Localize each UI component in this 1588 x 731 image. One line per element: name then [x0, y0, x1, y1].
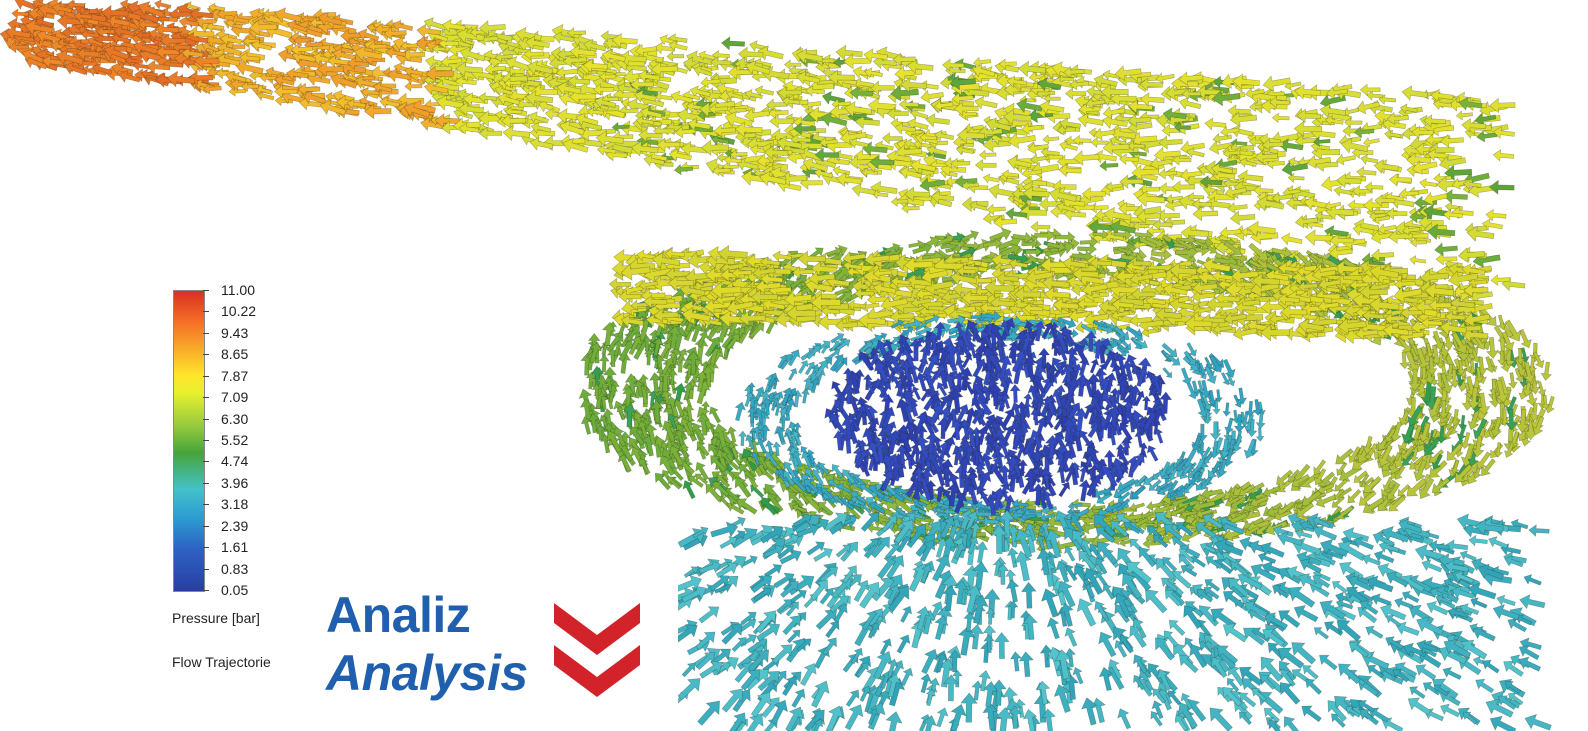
pressure-colorbar: [173, 290, 205, 592]
logo-line-2: Analysis: [326, 645, 528, 701]
tick-label: 8.65: [221, 346, 249, 363]
logo-line-1: Analiz: [326, 587, 471, 643]
tick-label: 0.83: [221, 560, 249, 577]
pressure-legend: 11.00 10.22 9.43 8.65 7.87 7.09 6.30 5.5…: [170, 282, 330, 708]
legend-subtitle: Flow Trajectorie: [172, 654, 271, 670]
legend-title: Pressure [bar]: [172, 610, 260, 626]
tick-label: 5.52: [221, 432, 249, 448]
tick-label: 11.00: [221, 282, 255, 298]
double-chevron-down-icon: [554, 603, 640, 697]
tick-label: 6.30: [221, 410, 249, 427]
tick-label: 0.05: [221, 582, 249, 598]
tick-label: 9.43: [221, 324, 249, 341]
tick-label: 3.96: [221, 474, 249, 491]
tick-label: 4.74: [221, 453, 249, 470]
colorbar-ticks: 11.00 10.22 9.43 8.65 7.87 7.09 6.30 5.5…: [203, 282, 323, 598]
tick-label: 7.87: [221, 367, 249, 384]
tick-label: 1.61: [221, 539, 249, 556]
tick-label: 7.09: [221, 389, 249, 406]
brand-logo: Analiz Analysis: [298, 575, 678, 731]
tick-label: 10.22: [221, 303, 257, 320]
tick-label: 2.39: [221, 517, 249, 534]
tick-label: 3.18: [221, 496, 249, 513]
